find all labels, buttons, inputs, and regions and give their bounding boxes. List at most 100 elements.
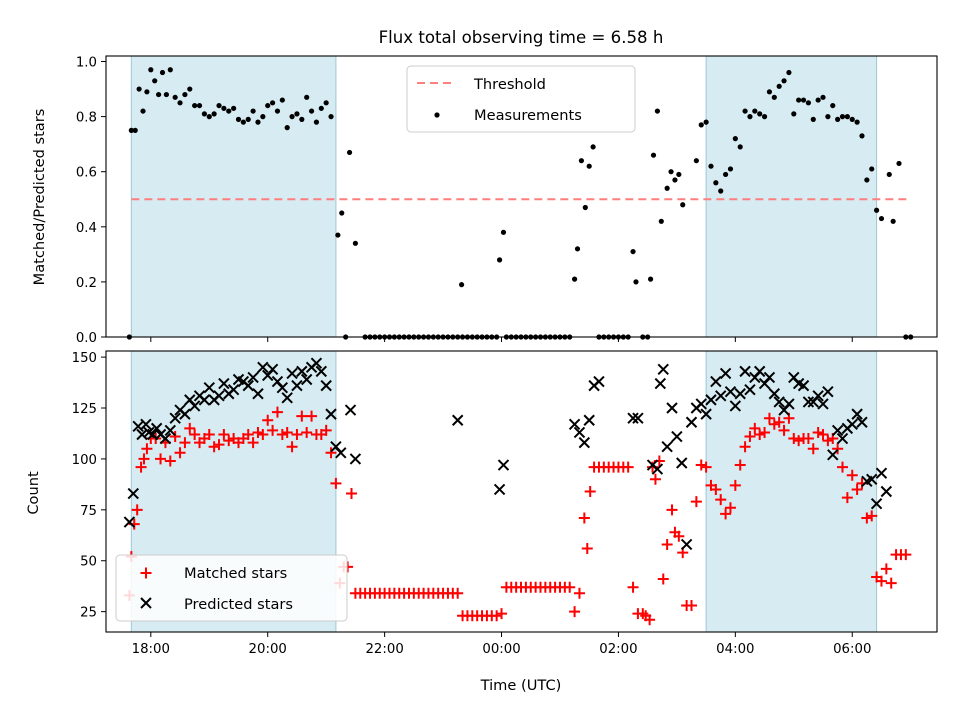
matched-stars-point — [734, 459, 746, 471]
predicted-stars-point — [203, 381, 215, 394]
top-plot: 0.0 0.2 0.4 0.6 0.8 1.0 Threshold Measurements — [76, 55, 938, 346]
measurements-point — [352, 240, 358, 246]
measurements-point — [752, 108, 758, 114]
measurements-point — [869, 166, 875, 172]
measurements-point — [737, 144, 743, 150]
measurements-point — [163, 91, 170, 98]
matched-stars-point — [155, 453, 167, 465]
matched-stars-point — [729, 479, 741, 491]
predicted-stars-point — [300, 373, 313, 386]
predicted-stars-point — [493, 483, 506, 496]
measurements-point — [235, 116, 242, 122]
predicted-stars-point — [685, 416, 698, 428]
predicted-stars-point — [451, 414, 464, 426]
measurements-point — [647, 276, 654, 282]
matched-stars-point — [744, 431, 756, 443]
matched-stars-point — [837, 461, 849, 473]
predicted-stars-point — [822, 386, 834, 398]
predicted-stars-point — [335, 447, 347, 459]
measurements-point — [496, 257, 503, 263]
matched-stars-point — [578, 512, 590, 524]
predicted-stars-point — [783, 398, 795, 410]
measurements-point — [703, 119, 709, 125]
top-y-tick-label: 0.6 — [76, 166, 97, 181]
measurements-point — [159, 69, 166, 76]
matched-stars-point — [286, 441, 298, 453]
matched-stars-point — [754, 428, 766, 440]
matched-stars-point — [223, 435, 235, 447]
measurements-point — [323, 100, 329, 106]
x-tick-label: 02:00 — [599, 642, 637, 657]
measurements-point — [820, 94, 826, 100]
predicted-stars-point — [159, 432, 172, 445]
measurements-point — [586, 163, 592, 169]
predicted-stars-point — [140, 418, 152, 431]
matched-stars-point — [710, 483, 722, 495]
bottom-y-tick-label: 150 — [72, 351, 97, 366]
matched-stars-point — [822, 435, 834, 447]
measurements-point — [294, 111, 300, 117]
matched-stars-point — [301, 426, 313, 438]
matched-stars-point — [569, 606, 581, 618]
predicted-stars-point — [651, 463, 664, 475]
predicted-stars-point — [739, 365, 751, 378]
matched-stars-point — [880, 563, 892, 575]
x-tick-label: 06:00 — [833, 642, 871, 657]
measurements-point — [650, 152, 657, 158]
predicted-stars-point — [179, 408, 191, 420]
top-y-tick-label: 0.4 — [76, 221, 97, 236]
measurements-point — [815, 97, 821, 103]
bottom-y-tick-label: 25 — [80, 606, 97, 621]
measurements-point — [274, 108, 281, 114]
predicted-stars-point — [812, 390, 824, 402]
legend-threshold-label: Threshold — [473, 76, 546, 93]
measurements-point — [128, 127, 134, 133]
measurements-point — [255, 119, 261, 125]
predicted-stars-point — [315, 365, 328, 378]
matched-stars-point — [346, 488, 358, 500]
predicted-stars-point — [744, 383, 756, 396]
matched-stars-point — [584, 486, 596, 497]
predicted-stars-point — [296, 365, 308, 378]
measurements-point — [742, 108, 748, 114]
measurements-point — [680, 202, 686, 208]
predicted-stars-point — [671, 430, 683, 443]
chart-title: Flux total observing time = 6.58 h — [379, 28, 664, 47]
legend-matched-label: Matched stars — [184, 565, 287, 582]
predicted-stars-point — [880, 485, 893, 498]
matched-stars-point — [700, 461, 712, 473]
predicted-stars-point — [817, 398, 829, 410]
matched-stars-point — [306, 410, 318, 422]
matched-stars-point — [296, 410, 308, 422]
measurements-point — [664, 185, 670, 191]
matched-stars-point — [720, 508, 732, 520]
top-y-tick-label: 1.0 — [76, 56, 97, 71]
matched-stars-point — [179, 437, 191, 449]
matched-stars-point — [885, 577, 897, 589]
measurements-point — [231, 105, 237, 111]
matched-stars-point — [841, 492, 853, 504]
matched-stars-point — [281, 426, 293, 438]
measurements-point — [279, 97, 285, 103]
measurements-point — [761, 114, 768, 120]
matched-stars-point — [622, 461, 634, 473]
measurements-point — [132, 127, 138, 133]
measurements-point — [182, 91, 188, 98]
matched-stars-point — [141, 443, 153, 455]
matched-stars-point — [257, 428, 269, 440]
predicted-stars-point — [680, 538, 693, 551]
measurements-point — [177, 100, 183, 106]
matched-stars-point — [276, 428, 288, 440]
matched-stars-point — [135, 461, 147, 473]
measurements-point — [140, 108, 146, 114]
measurements-point — [839, 114, 846, 120]
measurements-point — [240, 119, 246, 125]
measurements-point — [152, 78, 158, 84]
matched-stars-point — [644, 614, 656, 626]
measurements-point — [835, 116, 841, 122]
measurements-point — [708, 163, 714, 169]
predicted-stars-point — [719, 367, 732, 380]
predicted-stars-point — [227, 383, 240, 396]
measurements-point — [221, 105, 227, 111]
